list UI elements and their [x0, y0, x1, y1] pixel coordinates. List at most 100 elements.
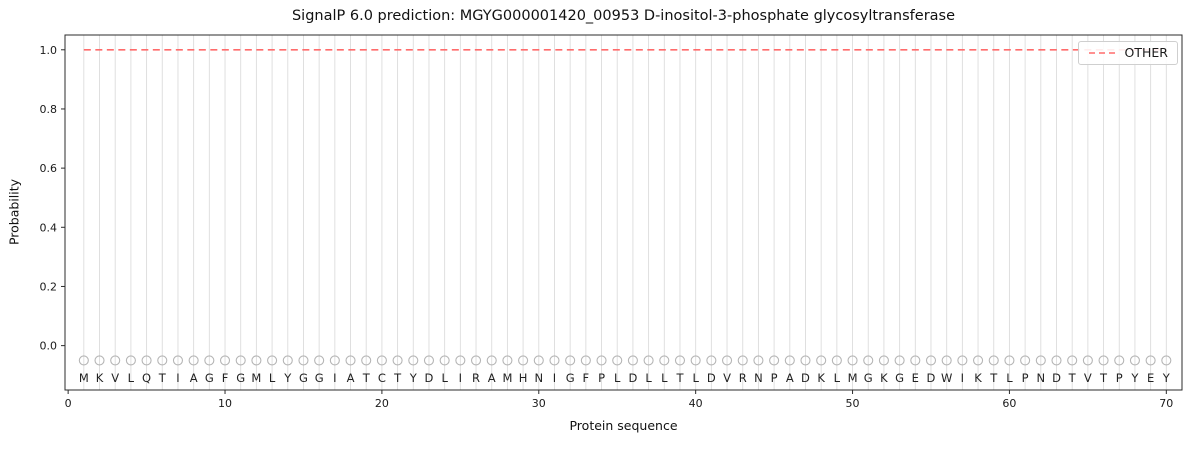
residue-marker — [1098, 355, 1109, 366]
residue-letter: R — [472, 371, 480, 385]
residue-marker — [1082, 355, 1093, 366]
residue-marker — [235, 355, 246, 366]
residue-letter: Y — [1162, 371, 1171, 385]
residue-letter: R — [739, 371, 747, 385]
residue-letter: Y — [1130, 371, 1139, 385]
residue-letter: Y — [409, 371, 418, 385]
residue-marker — [1004, 355, 1015, 366]
residue-letter: A — [190, 371, 198, 385]
residue-marker — [737, 355, 748, 366]
residue-letter: W — [941, 371, 952, 385]
residue-letter: N — [1037, 371, 1046, 385]
residue-letter: T — [1099, 371, 1108, 385]
residue-marker — [831, 355, 842, 366]
residue-letter: M — [848, 371, 858, 385]
plot-background — [65, 35, 1182, 390]
residue-letter: C — [378, 371, 386, 385]
residue-letter: T — [393, 371, 402, 385]
residue-letter: G — [895, 371, 904, 385]
residue-marker — [973, 355, 984, 366]
residue-marker — [816, 355, 827, 366]
residue-marker — [470, 355, 482, 366]
legend-dashed-line-icon — [1088, 51, 1117, 54]
y-tick-label: 0.4 — [40, 221, 58, 234]
residue-letter: L — [645, 371, 652, 385]
residue-marker — [455, 355, 466, 366]
residue-marker — [894, 355, 905, 366]
residue-letter: G — [315, 371, 324, 385]
residue-letter: L — [269, 371, 276, 385]
residue-marker — [847, 355, 858, 366]
residue-letter: P — [1116, 371, 1123, 385]
residue-letter: D — [425, 371, 434, 385]
x-tick-label: 70 — [1159, 397, 1173, 410]
residue-marker — [157, 355, 168, 366]
residue-marker — [753, 355, 764, 366]
residue-letter: E — [1147, 371, 1154, 385]
residue-letter: L — [441, 371, 448, 385]
residue-letter: D — [1052, 371, 1061, 385]
y-tick-label: 0.2 — [40, 280, 58, 293]
x-tick-label: 50 — [846, 397, 860, 410]
residue-letter: G — [236, 371, 245, 385]
residue-letter: M — [502, 371, 512, 385]
residue-letter: A — [347, 371, 355, 385]
residue-marker — [376, 355, 387, 366]
residue-marker — [1020, 355, 1031, 366]
residue-letter: L — [692, 371, 699, 385]
x-tick-label: 30 — [532, 397, 546, 410]
residue-marker — [204, 355, 215, 366]
residue-letter: G — [864, 371, 873, 385]
residue-marker — [627, 355, 638, 366]
residue-letter: L — [128, 371, 135, 385]
residue-marker — [549, 355, 560, 366]
residue-letter: M — [251, 371, 261, 385]
y-tick-label: 0.6 — [40, 162, 58, 175]
x-tick-label: 20 — [375, 397, 389, 410]
residue-marker — [659, 355, 670, 366]
residue-letter: G — [566, 371, 575, 385]
residue-marker — [518, 355, 529, 366]
residue-marker — [784, 355, 795, 366]
residue-marker — [267, 355, 278, 366]
residue-marker — [596, 355, 607, 366]
residue-letter: I — [553, 371, 556, 385]
residue-letter: P — [598, 371, 605, 385]
residue-marker — [800, 355, 811, 366]
residue-marker — [172, 355, 184, 366]
residue-marker — [957, 355, 968, 366]
residue-letter: T — [362, 371, 371, 385]
residue-letter: N — [754, 371, 763, 385]
residue-marker — [533, 355, 544, 366]
residue-letter: T — [675, 371, 684, 385]
residue-marker — [565, 355, 576, 366]
residue-marker — [580, 355, 591, 366]
axes-frame — [64, 34, 1183, 391]
residue-marker — [1035, 355, 1046, 366]
x-axis-label: Protein sequence — [569, 418, 678, 433]
residue-letter: D — [628, 371, 637, 385]
residue-marker — [690, 355, 701, 366]
residue-letter: G — [205, 371, 214, 385]
residue-letter: A — [488, 371, 496, 385]
residue-marker — [408, 355, 419, 366]
x-tick-label: 40 — [689, 397, 703, 410]
residue-letter: K — [974, 371, 982, 385]
residue-letter: G — [299, 371, 308, 385]
residue-marker — [78, 355, 89, 366]
residue-marker — [219, 355, 231, 366]
residue-letter: M — [79, 371, 89, 385]
x-tick-label: 60 — [1002, 397, 1016, 410]
residue-marker — [298, 355, 309, 366]
residue-marker — [878, 355, 889, 366]
residue-marker — [141, 355, 152, 366]
residue-marker — [706, 355, 717, 366]
residue-letter: K — [880, 371, 888, 385]
residue-letter: I — [961, 371, 964, 385]
residue-marker — [643, 355, 654, 366]
residue-letter: Q — [142, 371, 151, 385]
residue-letter: K — [96, 371, 104, 385]
residue-letter: F — [583, 371, 590, 385]
residue-letter: T — [158, 371, 167, 385]
residue-letter: L — [661, 371, 668, 385]
